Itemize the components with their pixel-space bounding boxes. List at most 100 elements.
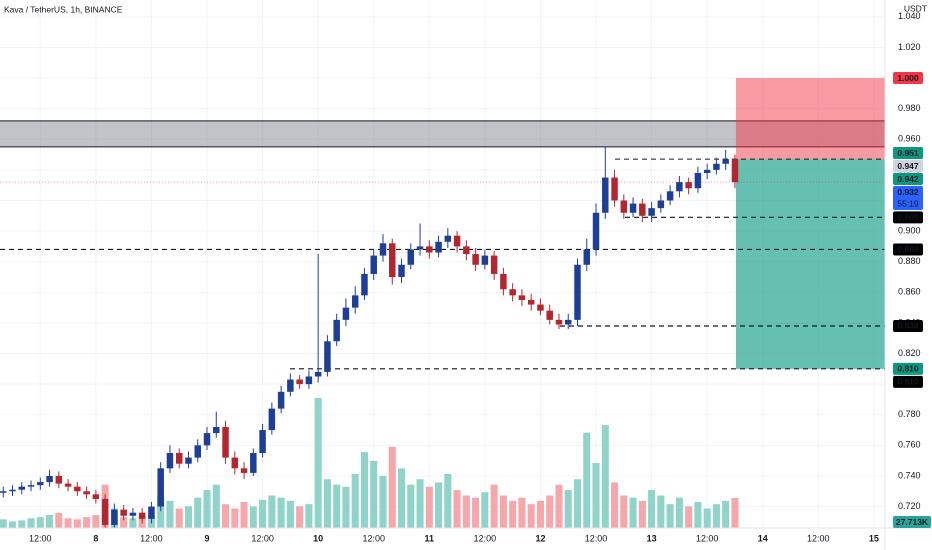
volume-bar [305, 504, 313, 528]
volume-bar [314, 398, 322, 528]
price-tag-label: 0.838 [897, 321, 919, 331]
volume-bar [564, 490, 572, 528]
candle-body [676, 182, 683, 192]
x-tick-label: 13 [647, 533, 657, 543]
volume-bar [120, 517, 128, 528]
chart-title: Kava / TetherUS, 1h, BINANCE [4, 4, 123, 14]
volume-bar [731, 497, 739, 528]
candle-body [305, 376, 313, 385]
y-tick-label: 1.020 [898, 42, 921, 52]
y-tick-label: 0.740 [898, 470, 921, 480]
candle-body [351, 295, 359, 308]
price-tag [893, 147, 923, 160]
y-tick-label: 0.960 [898, 134, 921, 144]
candle-body [564, 319, 572, 325]
candle-body [416, 246, 424, 250]
candle-body [74, 486, 81, 492]
price-tag [893, 319, 923, 332]
volume-bar [666, 504, 674, 528]
volume-bar [203, 490, 211, 528]
volume-bar [435, 482, 443, 528]
candle-body [138, 512, 146, 519]
volume-bar [592, 463, 600, 528]
candle-body [537, 304, 544, 311]
candle-body [490, 255, 498, 274]
candle-body [92, 494, 100, 499]
candle-body [296, 379, 303, 385]
candle-body [240, 468, 248, 473]
candle-body [333, 319, 340, 342]
candle-body [361, 273, 368, 296]
candle-body [111, 509, 118, 525]
candle-body [389, 243, 396, 278]
candle-body [546, 310, 553, 320]
x-tick-label: 14 [758, 533, 768, 543]
volume-bar [648, 490, 656, 528]
candle-body [0, 491, 7, 493]
candle-body [9, 489, 16, 492]
volume-bar [277, 497, 285, 528]
candle-body [175, 453, 183, 464]
price-tag-label: 0.810 [897, 377, 919, 387]
volume-bar [509, 500, 517, 528]
volume-bar [64, 518, 72, 528]
y-tick-label: 0.980 [898, 103, 921, 113]
x-tick-label: 12:00 [474, 533, 497, 543]
volume-bar [92, 515, 100, 528]
y-tick-label: 0.880 [898, 256, 921, 266]
x-tick-label: 11 [425, 533, 435, 543]
volume-bar [129, 518, 137, 528]
candle-body [166, 453, 174, 469]
price-tag [893, 72, 923, 85]
axes: 0.7200.7400.7600.7800.8000.8200.8400.860… [29, 11, 931, 543]
candle-body [342, 307, 350, 320]
candle-body [120, 509, 127, 516]
volume-bar [286, 500, 294, 528]
y-tick-label: 1.040 [898, 11, 921, 21]
candle-body [129, 512, 137, 516]
candle-body [222, 426, 229, 458]
volume-bar [425, 486, 433, 528]
candle-body [37, 482, 44, 486]
candle-body [648, 208, 655, 216]
x-tick-label: 8 [93, 533, 98, 543]
x-tick-label: 15 [869, 533, 879, 543]
volume-bar [583, 432, 591, 528]
candle-body [407, 249, 415, 265]
volume-bar [73, 519, 81, 528]
candle-body [370, 255, 377, 274]
volume-bar [212, 484, 220, 528]
volume-bar [712, 504, 720, 528]
candle-body [555, 319, 563, 325]
volume-bar [27, 518, 35, 528]
volume-bar [722, 500, 730, 528]
volume-bar [629, 497, 637, 528]
volume-bar [370, 460, 378, 528]
x-tick-label: 12:00 [696, 533, 719, 543]
volume-bar [18, 520, 26, 528]
volume-bar [462, 495, 470, 528]
candle-body [203, 433, 211, 446]
x-tick-label: 12:00 [251, 533, 274, 543]
price-tag-label: 0.947 [897, 161, 919, 171]
candle-body [602, 177, 609, 213]
candle-body [101, 498, 109, 525]
volume-bar [490, 484, 498, 528]
price-tag [893, 243, 923, 256]
plot-area [0, 0, 885, 528]
y-tick-label: 0.860 [898, 287, 921, 297]
volume-bar [0, 519, 7, 528]
volume-bar [333, 484, 341, 528]
volume-bar [166, 500, 174, 528]
candle-body [481, 255, 489, 265]
volume-bar [259, 499, 267, 528]
x-tick-label: 10 [313, 533, 323, 543]
volume-bar [703, 508, 711, 528]
volume-bar [268, 495, 276, 528]
volume-bar [194, 497, 202, 528]
volume-bar [351, 473, 359, 528]
candle-body [314, 371, 322, 377]
x-tick-label: 12:00 [29, 533, 52, 543]
